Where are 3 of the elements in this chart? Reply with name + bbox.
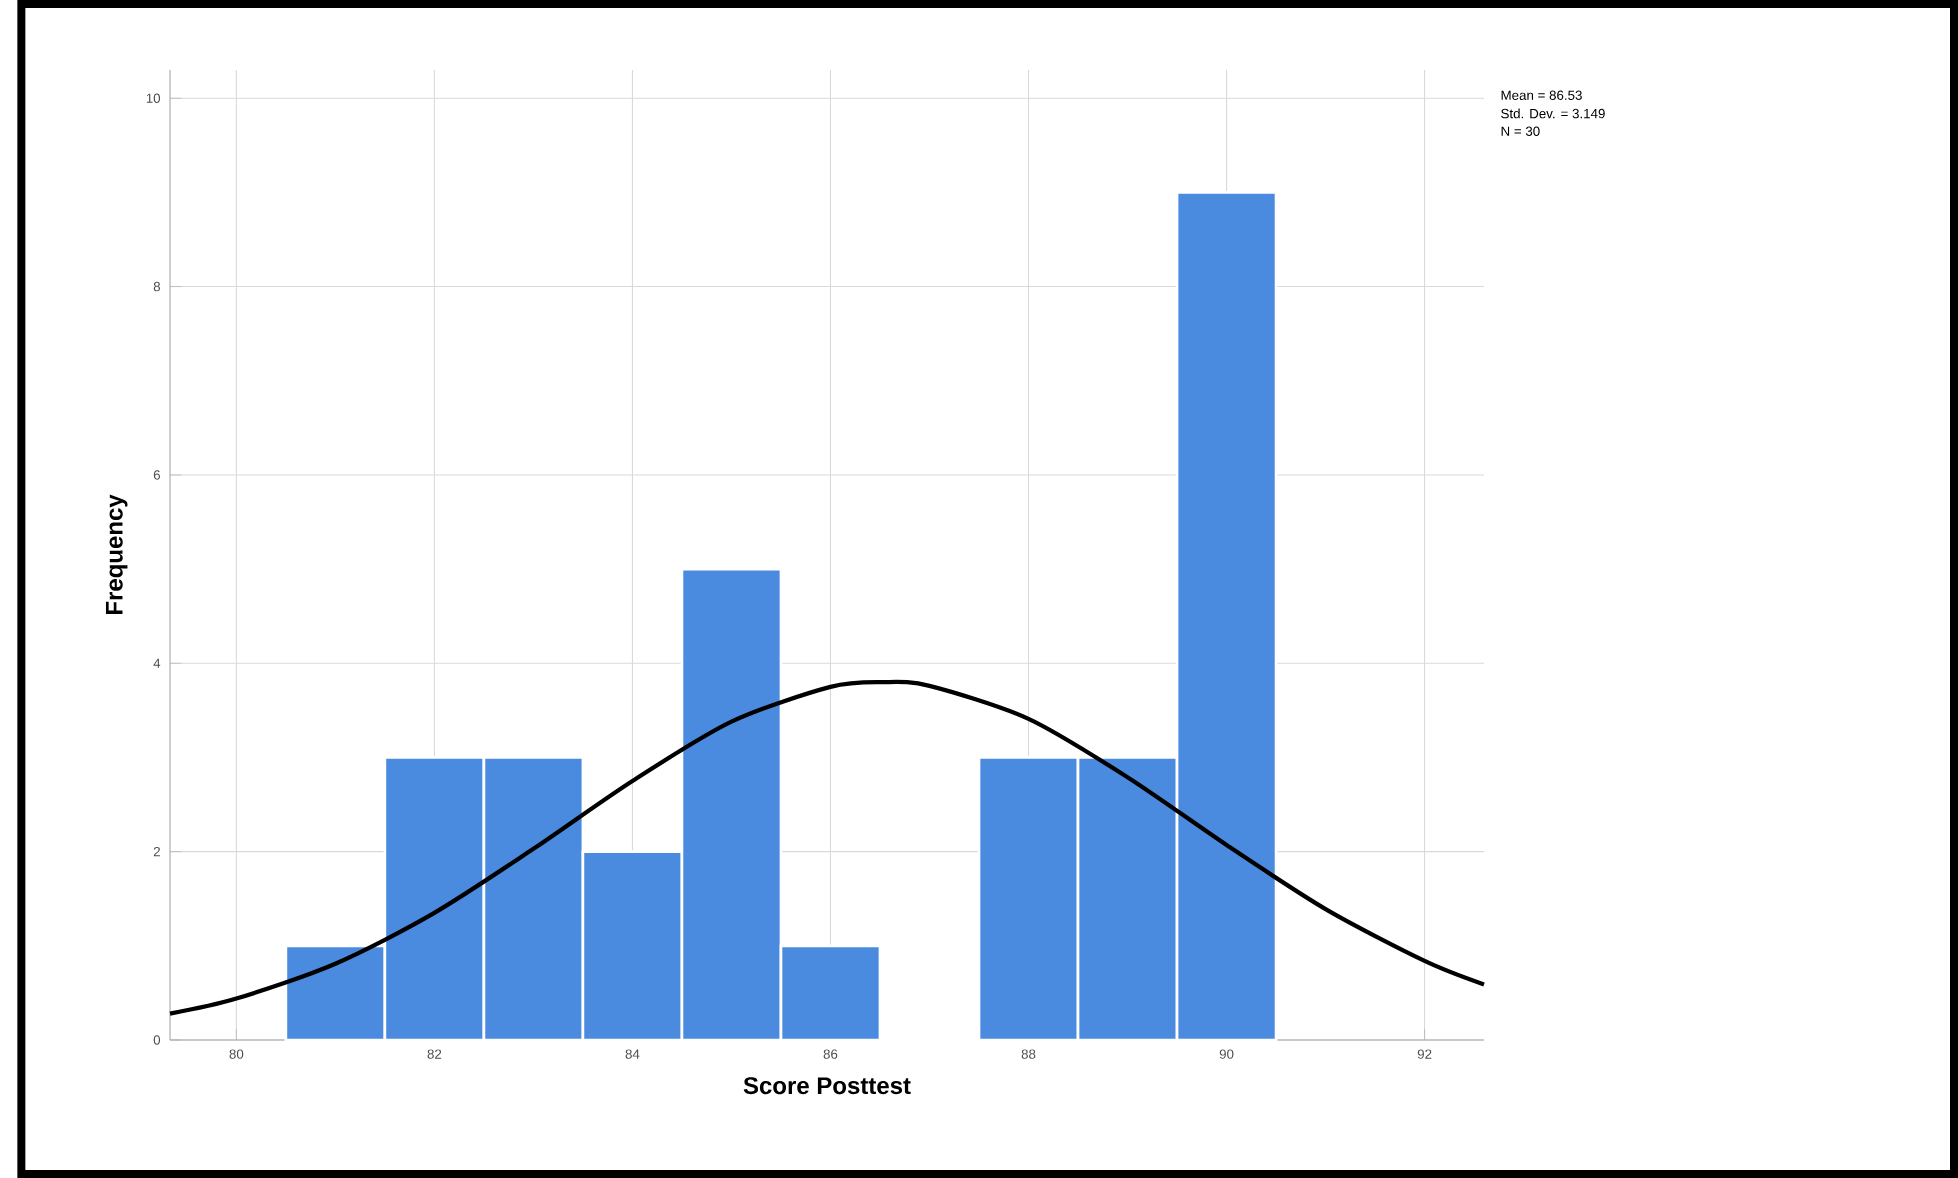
y-axis-title: Frequency [105,494,128,615]
line-series [167,679,1487,1016]
x-axis-title: Score Posttest [743,1077,911,1095]
